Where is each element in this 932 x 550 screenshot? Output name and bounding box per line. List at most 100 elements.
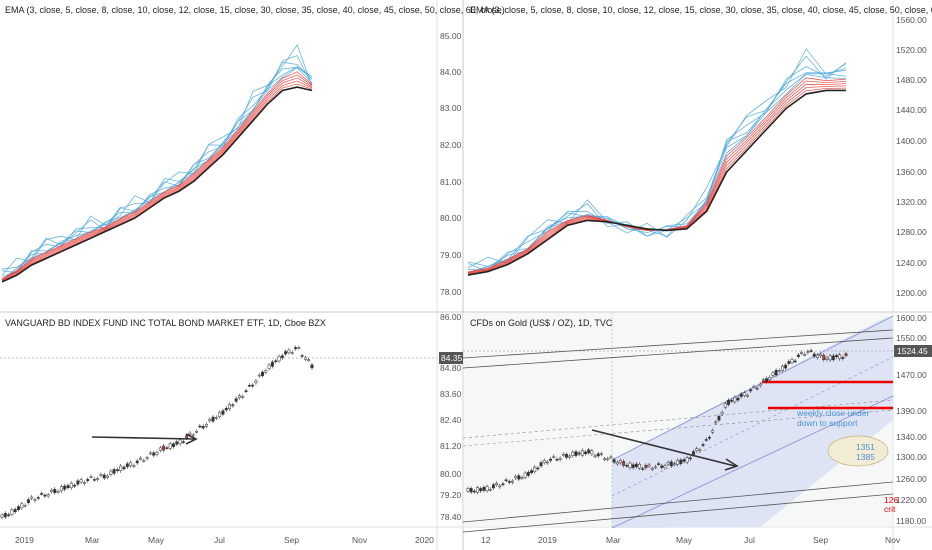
candle-body: [280, 355, 284, 358]
candle-body: [815, 354, 819, 358]
right-bottom-date-axis: 12 2019 Mar May Jul Sep Nov: [481, 535, 901, 545]
candle-body: [688, 457, 692, 460]
red-annotation-line1: 126: [884, 495, 898, 505]
right-bottom-price-axis: 1600.00 1550.00 1470.00 1390.00 1340.00 1300.…: [896, 313, 927, 526]
candle-body: [188, 432, 192, 435]
candle-body: [727, 400, 730, 405]
candle-body: [155, 452, 159, 455]
candle-body: [673, 463, 676, 465]
candle-body: [162, 445, 166, 451]
left-bottom-title: VANGUARD BD INDEX FUND INC TOTAL BOND MA…: [5, 318, 326, 328]
date-tick-label: 2020: [415, 535, 434, 545]
price-tick-label: 1480.00: [896, 75, 927, 85]
candle-body: [669, 461, 673, 467]
candle-body: [742, 392, 746, 396]
candle-body: [92, 479, 96, 481]
candle-body: [571, 451, 575, 456]
candle-body: [17, 506, 20, 510]
candle-body: [587, 449, 591, 454]
candle-body: [119, 465, 123, 472]
candle-body: [158, 447, 162, 451]
candle-body: [36, 497, 40, 499]
candle-body: [796, 354, 800, 357]
candle-body: [679, 459, 683, 464]
candle-body: [46, 494, 50, 497]
candle-body: [526, 471, 530, 476]
candle-body: [717, 416, 721, 421]
candle-body: [198, 425, 202, 428]
candle-body: [634, 463, 638, 467]
left-bottom-price-axis: 86.00 84.80 83.60 82.40 81.20 80.00 79.20 78.40: [440, 312, 462, 522]
candle-body: [40, 493, 44, 495]
candle-body: [761, 379, 765, 381]
candle-body: [530, 470, 533, 474]
candle-body: [790, 359, 794, 364]
candle-body: [13, 509, 17, 513]
candle-body: [584, 451, 587, 455]
candle-body: [178, 439, 182, 445]
candle-body: [472, 490, 476, 493]
price-tick-label: 1260.00: [896, 474, 927, 484]
price-tick-label: 1180.00: [896, 516, 926, 526]
candle-body: [257, 374, 261, 377]
candle-body: [619, 460, 622, 464]
red-annotation-line2: crit: [884, 504, 896, 514]
candle-body: [758, 383, 762, 386]
candle-body: [10, 509, 14, 515]
target-ellipse: [827, 435, 889, 467]
candle-body: [692, 451, 695, 455]
candle-body: [0, 514, 4, 518]
candle-body: [806, 351, 810, 353]
right-arrow-annotation: [591, 429, 739, 471]
price-tick-label: 1560.00: [896, 15, 927, 25]
date-tick-label: Mar: [606, 535, 621, 545]
price-tick-label: 1320.00: [896, 197, 927, 207]
candle-body: [129, 462, 133, 466]
price-tick-label: 79.00: [440, 250, 462, 260]
candle-body: [844, 353, 848, 356]
candle-body: [191, 434, 195, 437]
candle-body: [76, 480, 80, 485]
candle-body: [835, 355, 838, 358]
candle-body: [682, 459, 686, 462]
candle-body: [831, 355, 835, 360]
left-top-indicator-label: EMA (3, close, 5, close, 8, close, 10, c…: [5, 5, 505, 15]
candle-body: [112, 469, 116, 474]
candle-body: [3, 513, 7, 518]
candle-body: [803, 354, 807, 356]
price-tick-label: 1600.00: [896, 313, 927, 323]
ema-line-7: [1, 71, 313, 280]
candle-body: [663, 465, 667, 468]
candle-body: [224, 407, 228, 411]
candle-body: [267, 364, 271, 369]
price-tick-label: 82.40: [440, 415, 462, 425]
candle-body: [565, 453, 568, 458]
candle-body: [577, 452, 581, 455]
candle-body: [231, 404, 235, 407]
candle-body: [59, 486, 63, 492]
candle-body: [310, 364, 314, 369]
candle-body: [488, 489, 492, 491]
price-tick-label: 78.40: [440, 512, 462, 522]
candle-body: [172, 443, 175, 447]
candle-body: [307, 359, 311, 361]
price-tick-label: 85.00: [440, 31, 462, 41]
candle-body: [30, 496, 34, 499]
date-tick-label: May: [676, 535, 693, 545]
candle-body: [504, 479, 508, 482]
ema-line-2: [1, 55, 313, 270]
candle-body: [606, 458, 610, 461]
candle-body: [701, 444, 705, 446]
candle-body: [270, 361, 274, 367]
candle-body: [707, 436, 711, 439]
price-tick-label: 1360.00: [896, 167, 927, 177]
candle-body: [685, 457, 689, 463]
candle-body: [290, 352, 294, 354]
candle-body: [469, 488, 473, 493]
candle-body: [809, 350, 813, 352]
right-top-indicator-label: EMA (3, close, 5, close, 8, close, 10, c…: [470, 5, 932, 15]
candle-body: [109, 470, 113, 475]
candle-body: [476, 487, 479, 493]
candle-body: [676, 459, 680, 465]
date-tick-label: Jul: [214, 535, 225, 545]
